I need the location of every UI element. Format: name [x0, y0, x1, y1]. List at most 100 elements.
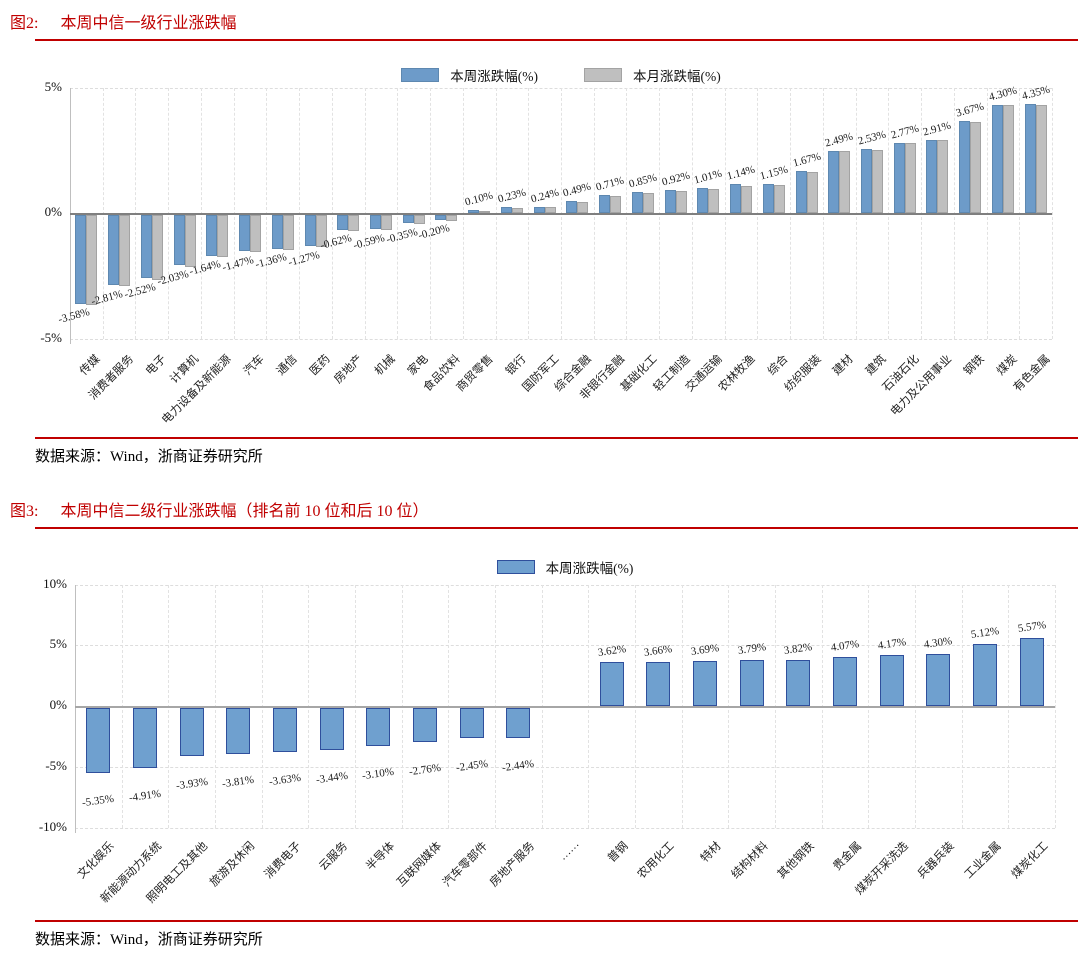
bar-week	[468, 210, 480, 213]
category-label: 普钢	[605, 840, 631, 865]
bar-month	[217, 214, 229, 257]
bar-week	[108, 214, 120, 286]
bar-month	[282, 214, 294, 250]
figure2-bar-chart: 本周涨跌幅(%) 本月涨跌幅(%) 5% 0% -5% -3.58% 传媒 -2.81% 消费者…	[0, 60, 1080, 435]
bar-week	[893, 143, 905, 213]
bar-week	[133, 708, 157, 768]
bar-week	[762, 184, 774, 213]
bar-week	[926, 139, 938, 213]
figure3-source-text: 数据来源：Wind，浙商证券研究所	[35, 932, 263, 948]
y-tick-label: -5%	[40, 329, 62, 345]
category-label: 传媒	[78, 353, 103, 378]
bar-week	[664, 189, 676, 213]
bar-month	[970, 121, 982, 213]
bar-month	[348, 214, 360, 231]
bar-month	[380, 214, 392, 231]
bar-month	[904, 143, 916, 213]
figure2-title: 本周中信一级行业涨跌幅	[60, 15, 237, 32]
figure3-title-rule	[35, 527, 1078, 529]
y-tick-label: 0%	[49, 697, 67, 712]
category-label: 煤炭	[994, 353, 1020, 378]
bar-month	[741, 186, 753, 213]
figure3-header: 图3: 本周中信二级行业涨跌幅（排名前 10 位和后 10 位）	[10, 497, 428, 521]
bar-week	[304, 214, 316, 247]
category-label: 房地产	[331, 353, 365, 387]
category-label: 特材	[698, 840, 724, 865]
category-label: 消费电子	[262, 840, 304, 882]
chart-legend: 本周涨跌幅(%) 本月涨跌幅(%)	[70, 66, 1052, 84]
category-label: ……	[556, 838, 582, 863]
bar-week	[693, 661, 717, 706]
gridline-v	[1052, 87, 1053, 339]
bar-week	[337, 214, 349, 231]
bar-week	[833, 656, 857, 706]
category-label: 钢铁	[962, 353, 987, 378]
bar-week	[786, 659, 811, 706]
legend-item: 本周涨跌幅(%)	[401, 66, 538, 84]
bar-month	[806, 171, 818, 213]
bar-week	[86, 708, 111, 773]
figure2-source-text: 数据来源：Wind，浙商证券研究所	[35, 449, 263, 465]
category-label: 煤炭化工	[1009, 840, 1051, 882]
category-label: 建材	[831, 353, 856, 378]
y-tick-label: -5%	[45, 757, 67, 773]
gridline-h	[75, 584, 1055, 586]
bar-week	[566, 200, 578, 213]
bar-week	[173, 214, 185, 266]
bar-week	[239, 214, 251, 252]
figure2-source-row: 数据来源：Wind，浙商证券研究所	[35, 437, 1078, 466]
bar-month	[708, 188, 720, 213]
category-label: 云服务	[317, 840, 351, 874]
bar-month	[577, 201, 589, 213]
bar-week	[991, 105, 1003, 213]
bar-week	[366, 708, 391, 746]
bar-week	[1019, 638, 1044, 706]
bar-week	[631, 191, 643, 213]
gridline-h	[75, 827, 1055, 829]
bar-week	[860, 149, 872, 213]
bar-month	[839, 150, 851, 213]
category-label: 结构材料	[729, 840, 771, 882]
bar-week	[435, 214, 447, 220]
category-label: 其他钢铁	[775, 840, 817, 882]
category-label: 旅游及休闲	[207, 840, 257, 890]
bar-month	[1002, 105, 1014, 213]
bar-month	[675, 190, 687, 213]
figure2-tag: 图2:	[10, 15, 39, 32]
bar-week	[795, 171, 807, 213]
bar-week	[369, 214, 381, 230]
bar-month	[871, 149, 883, 213]
bar-week	[319, 708, 344, 750]
bar-month	[937, 140, 949, 213]
bar-week	[140, 214, 152, 278]
legend-swatch-month	[584, 68, 622, 82]
bar-month	[642, 192, 654, 213]
bar-month	[544, 206, 556, 213]
bar-week	[206, 214, 218, 256]
bar-week	[879, 655, 904, 706]
bar-month	[119, 214, 131, 287]
bar-month	[479, 210, 491, 213]
legend-label: 本周涨跌幅(%)	[450, 69, 538, 84]
figure2-title-rule	[35, 39, 1078, 41]
figure2-header: 图2: 本周中信一级行业涨跌幅	[10, 9, 236, 33]
bar-month	[184, 214, 196, 267]
bar-month	[315, 214, 327, 248]
category-label: 通信	[274, 353, 300, 378]
category-label: 兵器兵装	[915, 840, 957, 882]
y-tick-label: 5%	[44, 78, 62, 94]
figure3-title: 本周中信二级行业涨跌幅（排名前 10 位和后 10 位）	[60, 503, 429, 520]
gridline-v	[1055, 584, 1056, 828]
category-label: 文化娱乐	[75, 840, 117, 882]
category-label: 互联网媒体	[394, 840, 444, 890]
bar-week	[271, 214, 283, 249]
y-tick-label: 10%	[43, 575, 67, 591]
bar-month	[86, 214, 98, 305]
category-label: 汽车	[241, 353, 267, 378]
y-tick-label: 5%	[49, 636, 67, 652]
bar-month	[250, 214, 262, 253]
zero-axis-line	[75, 706, 1055, 708]
bar-week	[179, 708, 204, 756]
category-label: 综合	[765, 353, 791, 378]
